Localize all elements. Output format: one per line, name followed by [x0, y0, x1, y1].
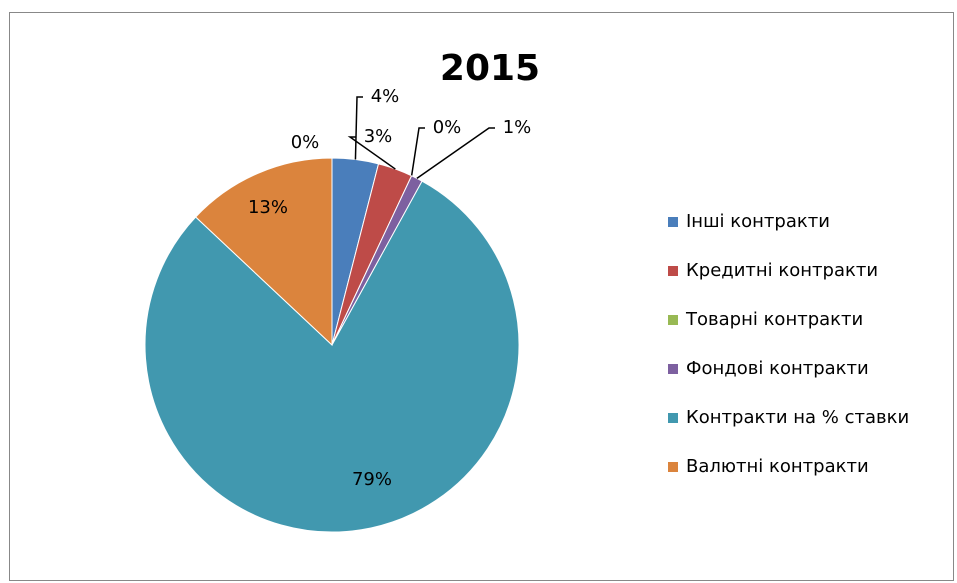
legend-label: Товарні контракти: [685, 309, 863, 330]
legend-swatch: [668, 413, 678, 423]
legend-label: Кредитні контракти: [686, 260, 878, 281]
leader-line: [410, 127, 425, 176]
data-label: 13%: [248, 197, 288, 218]
legend-swatch: [668, 266, 678, 276]
pie-slice: [194, 157, 333, 347]
data-label: 1%: [503, 117, 532, 138]
data-label: 4%: [371, 86, 400, 107]
data-label: 79%: [352, 469, 392, 490]
chart-title: 2015: [440, 48, 540, 89]
legend-swatch: [668, 217, 678, 227]
data-label: 0%: [291, 132, 320, 153]
pie-slice: [144, 180, 520, 533]
legend-label: Контракти на % ставки: [686, 407, 909, 428]
leader-line: [347, 136, 396, 170]
data-label: 3%: [364, 126, 393, 147]
legend-label: Інші контракти: [686, 211, 830, 232]
legend-swatch: [668, 462, 678, 472]
data-label: 0%: [433, 117, 462, 138]
leader-line: [416, 127, 495, 179]
leader-line: [354, 96, 363, 160]
legend-swatch: [668, 315, 678, 325]
legend-swatch: [668, 364, 678, 374]
legend-label: Валютні контракти: [686, 456, 869, 477]
legend-label: Фондові контракти: [686, 358, 869, 379]
